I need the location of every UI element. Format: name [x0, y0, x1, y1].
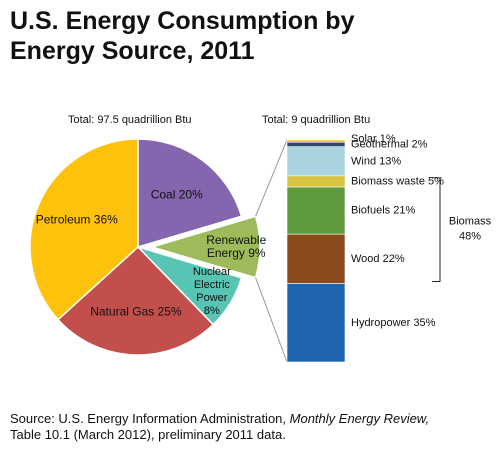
pie-slice	[137, 138, 243, 249]
segment-label: Wind 13%	[351, 155, 401, 167]
segment-value: 13%	[379, 155, 401, 167]
segment-label: Hydropower 35%	[351, 317, 436, 329]
segment-category: Biomass waste	[351, 175, 425, 187]
source-text: Source: U.S. Energy Information Administ…	[10, 411, 287, 426]
slice-category: Coal	[150, 187, 176, 202]
slice-label: Nuclear Electric Power 8%	[187, 266, 237, 318]
bar-segment	[286, 233, 346, 284]
bracket	[432, 177, 441, 283]
slice-value: 8%	[203, 304, 220, 317]
segment-label: Geothermal 2%	[351, 138, 428, 150]
bar-segment	[286, 141, 346, 148]
slice-label: Coal 20%	[137, 187, 217, 202]
slice-value: 25%	[157, 304, 182, 319]
bar-segment	[286, 283, 346, 363]
bar-subtitle: Total: 9 quadrillion Btu	[262, 114, 370, 126]
bar-segment	[286, 146, 346, 177]
slice-label: Natural Gas 25%	[71, 305, 201, 318]
slice-value: 36%	[93, 212, 118, 227]
segment-category: Geothermal	[351, 138, 408, 150]
connector	[255, 139, 288, 217]
segment-value: 22%	[383, 253, 405, 265]
pie-slice	[56, 245, 215, 356]
pie-slice	[29, 138, 139, 321]
bar-segment	[286, 139, 346, 143]
slice-label: Petroleum 36%	[22, 213, 132, 226]
source-rest: Table 10.1 (March 2012), preliminary 201…	[10, 427, 286, 442]
segment-label: Biofuels 21%	[351, 205, 415, 217]
segment-label: Biomass waste 5%	[351, 175, 444, 187]
slice-category: Renewable Energy	[206, 233, 267, 260]
segment-value: 5%	[428, 175, 444, 187]
bar-segment	[286, 186, 346, 235]
slice-category: Petroleum	[35, 212, 91, 227]
connector	[255, 277, 288, 363]
segment-category: Wind	[351, 155, 376, 167]
segment-label: Wood 22%	[351, 253, 405, 265]
segment-value: 1%	[380, 133, 396, 145]
segment-value: 21%	[393, 205, 415, 217]
slice-category: Nuclear Electric Power	[192, 265, 231, 304]
slice-category: Natural Gas	[90, 304, 155, 319]
source: Source: U.S. Energy Information Administ…	[10, 411, 500, 443]
segment-value: 35%	[413, 317, 435, 329]
pie-subtitle: Total: 97.5 quadrillion Btu	[68, 114, 192, 126]
segment-category: Hydropower	[351, 317, 411, 329]
slice-label: Renewable Energy 9%	[201, 234, 271, 260]
bracket-value: 48%	[459, 231, 481, 243]
segment-category: Biofuels	[351, 205, 391, 217]
bracket-label: Biomass	[449, 216, 492, 228]
title: U.S. Energy Consumption by Energy Source…	[10, 7, 355, 65]
pie-slice	[149, 215, 261, 279]
segment-category: Solar	[351, 133, 377, 145]
segment-label: Solar 1%	[351, 133, 396, 145]
segment-category: Wood	[351, 253, 380, 265]
bar-segment	[286, 175, 346, 188]
source-italic: Monthly Energy Review,	[289, 411, 430, 426]
slice-value: 9%	[248, 246, 266, 260]
slice-value: 20%	[178, 187, 203, 202]
segment-value: 2%	[412, 138, 428, 150]
